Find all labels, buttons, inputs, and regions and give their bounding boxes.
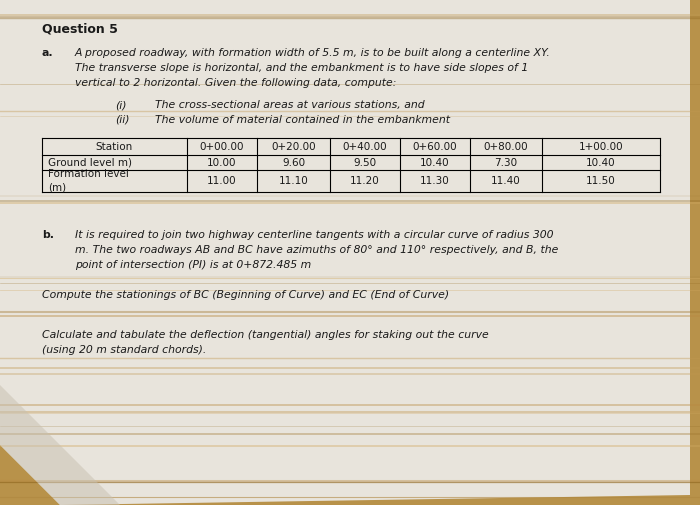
Text: (using 20 m standard chords).: (using 20 m standard chords). [42,345,206,355]
Text: A proposed roadway, with formation width of 5.5 m, is to be built along a center: A proposed roadway, with formation width… [75,48,551,58]
Polygon shape [0,385,120,505]
Text: The transverse slope is horizontal, and the embankment is to have side slopes of: The transverse slope is horizontal, and … [75,63,528,73]
Text: m. The two roadways AB and BC have azimuths of 80° and 110° respectively, and B,: m. The two roadways AB and BC have azimu… [75,245,559,255]
Text: Question 5: Question 5 [42,22,118,35]
Text: 0+20.00: 0+20.00 [271,141,316,152]
Text: 9.50: 9.50 [354,158,377,168]
Text: (m): (m) [48,183,66,193]
Text: Ground level m): Ground level m) [48,158,132,168]
Text: 0+60.00: 0+60.00 [413,141,457,152]
Text: 10.40: 10.40 [586,158,616,168]
Text: The cross-sectional areas at various stations, and: The cross-sectional areas at various sta… [155,100,425,110]
Text: 0+80.00: 0+80.00 [484,141,528,152]
Text: Calculate and tabulate the deflection (tangential) angles for staking out the cu: Calculate and tabulate the deflection (t… [42,330,489,340]
Text: 11.40: 11.40 [491,176,521,186]
Text: 1+00.00: 1+00.00 [579,141,623,152]
Text: 9.60: 9.60 [282,158,305,168]
Text: (i): (i) [115,100,127,110]
Text: 11.20: 11.20 [350,176,380,186]
Text: point of intersection (PI) is at 0+872.485 m: point of intersection (PI) is at 0+872.4… [75,260,312,270]
Text: Compute the stationings of BC (Beginning of Curve) and EC (End of Curve): Compute the stationings of BC (Beginning… [42,290,449,300]
Text: (ii): (ii) [115,115,130,125]
Text: b.: b. [42,230,54,240]
Text: 11.50: 11.50 [586,176,616,186]
Text: a.: a. [42,48,54,58]
Text: 0+00.00: 0+00.00 [199,141,244,152]
Text: It is required to join two highway centerline tangents with a circular curve of : It is required to join two highway cente… [75,230,554,240]
Text: 10.40: 10.40 [420,158,450,168]
Text: vertical to 2 horizontal. Given the following data, compute:: vertical to 2 horizontal. Given the foll… [75,78,396,88]
Text: 11.10: 11.10 [279,176,309,186]
Text: The volume of material contained in the embankment: The volume of material contained in the … [155,115,450,125]
Text: 11.00: 11.00 [207,176,237,186]
Text: Formation level: Formation level [48,169,129,179]
Text: 0+40.00: 0+40.00 [343,141,387,152]
Text: 7.30: 7.30 [494,158,517,168]
Text: 11.30: 11.30 [420,176,450,186]
Text: Station: Station [96,141,133,152]
Text: 10.00: 10.00 [207,158,237,168]
